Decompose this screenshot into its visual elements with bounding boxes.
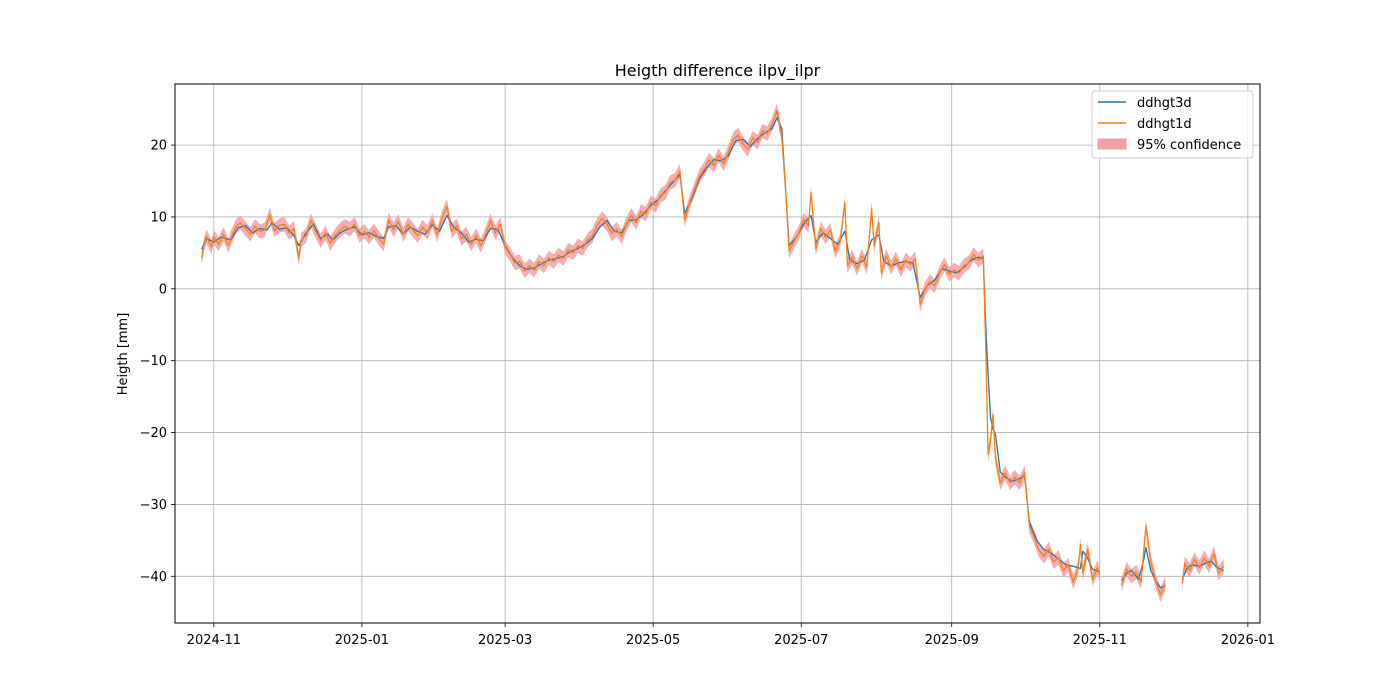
y-tick-label: 0	[159, 282, 167, 297]
series-line-ddhgt1d	[201, 109, 1101, 583]
legend-label-ddhgt1d: ddhgt1d	[1137, 117, 1192, 132]
chart-title: Heigth difference ilpv_ilpr	[615, 61, 821, 81]
line-layer	[201, 109, 1225, 596]
series-line-ddhgt1d	[1120, 525, 1166, 596]
series-line-ddhgt1d	[1181, 552, 1225, 584]
x-tick-label: 2025-05	[626, 633, 680, 648]
x-tick-label: 2026-01	[1221, 633, 1275, 648]
y-tick-label: −40	[140, 570, 167, 585]
confidence-band	[1182, 546, 1224, 591]
confidence-band	[201, 103, 1100, 590]
y-tick-label: 10	[150, 210, 167, 225]
x-tick-label: 2025-11	[1073, 633, 1127, 648]
x-axis: 2024-11 2025-01 2025-03 2025-05 2025-07 2025-…	[187, 623, 1275, 648]
y-axis-label: Heigth [mm]	[116, 313, 131, 396]
y-tick-label: 20	[150, 139, 167, 154]
x-tick-label: 2025-03	[478, 633, 532, 648]
legend-swatch-confidence	[1097, 138, 1127, 150]
legend: ddhgt3d ddhgt1d 95% confidence	[1091, 90, 1254, 159]
grid	[175, 84, 1260, 623]
legend-label-confidence: 95% confidence	[1137, 138, 1241, 153]
y-tick-label: −30	[140, 498, 167, 513]
legend-label-ddhgt3d: ddhgt3d	[1137, 96, 1192, 111]
x-tick-label: 2024-11	[187, 633, 241, 648]
x-tick-label: 2025-07	[774, 633, 828, 648]
y-tick-label: −20	[140, 426, 167, 441]
x-tick-label: 2025-01	[335, 633, 389, 648]
y-axis: −40 −30 −20 −10 0 10 20	[140, 139, 175, 585]
legend-frame	[1091, 90, 1254, 159]
y-tick-label: −10	[140, 354, 167, 369]
x-tick-label: 2025-09	[925, 633, 979, 648]
plot-frame	[174, 83, 1261, 624]
